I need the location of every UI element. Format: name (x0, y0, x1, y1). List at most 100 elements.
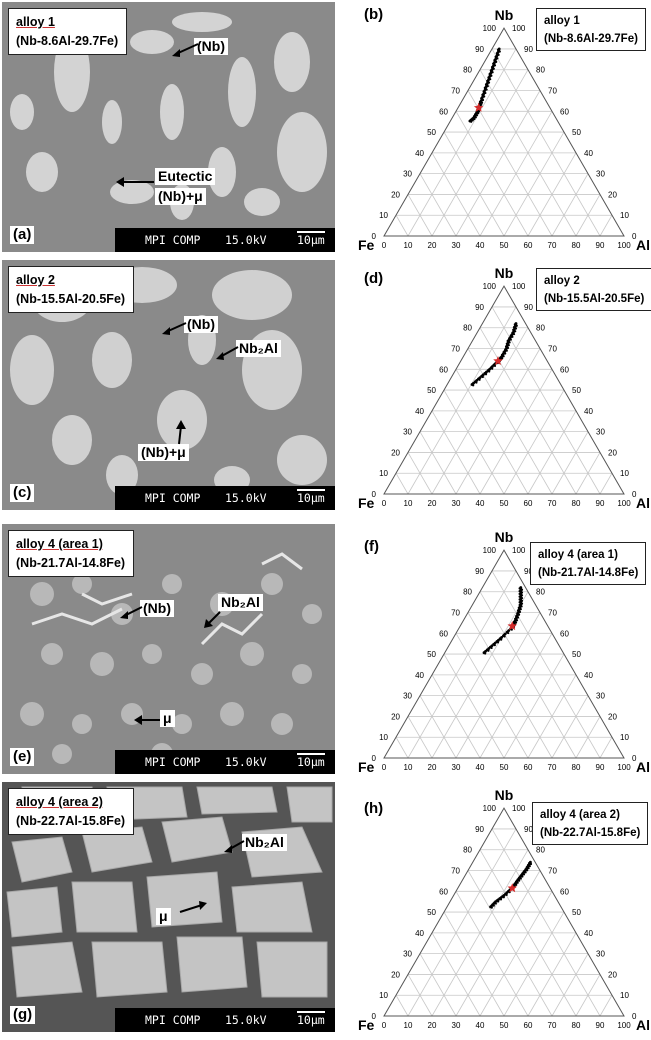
grid-line (467, 90, 553, 237)
scalebar-length: 10μm (297, 1013, 325, 1027)
grid-line (431, 410, 481, 495)
arrow-icon (176, 420, 186, 445)
data-point (496, 641, 500, 644)
grid-line (407, 48, 517, 237)
grid-line (455, 348, 541, 495)
sem-scalebar: MPI COMP 15.0kV 10μm (115, 486, 335, 510)
data-point (502, 896, 505, 899)
alloy-name: alloy 4 (area 1) (16, 537, 103, 551)
grid-line (551, 173, 589, 237)
data-point (494, 902, 497, 905)
figure-row-3: alloy 4 (area 1) (Nb-21.7Al-14.8Fe) (Nb)… (0, 522, 651, 782)
alloy-composition: (Nb-15.5Al-20.5Fe) (544, 293, 645, 305)
tick-label-fe: 30 (596, 428, 605, 437)
scalebar-voltage: 15.0kV (225, 491, 267, 505)
corner-label-nb: Nb (495, 265, 514, 281)
figure-row-2: alloy 2 (Nb-15.5Al-20.5Fe) (Nb) Nb₂Al (N… (0, 258, 651, 518)
tick-label-fe: 40 (584, 149, 593, 158)
tick-label-nb: 30 (403, 950, 412, 959)
data-point (478, 378, 481, 381)
tick-label-al: 40 (476, 241, 485, 250)
alloy-composition: (Nb-15.5Al-20.5Fe) (16, 292, 126, 306)
panel-letter: (f) (364, 538, 379, 555)
sem-scalebar: MPI COMP 15.0kV 10μm (115, 1008, 335, 1032)
tick-label-nb: 80 (463, 66, 472, 75)
annotation-nb2al: Nb₂Al (236, 340, 281, 357)
figure-row-4: alloy 4 (area 2) (Nb-22.7Al-15.8Fe) Nb₂A… (0, 780, 651, 1040)
tick-label-nb: 60 (439, 107, 448, 116)
grid-line (575, 716, 601, 759)
tick-label-al: 40 (476, 763, 485, 772)
tick-label-al: 100 (617, 241, 631, 250)
grid-line (431, 152, 481, 237)
alloy-name: alloy 1 (16, 15, 55, 29)
data-point (504, 352, 507, 355)
tick-label-fe: 10 (620, 211, 629, 220)
tick-label-fe: 80 (536, 324, 545, 333)
grid-line (407, 452, 433, 495)
grid-line (443, 389, 505, 495)
tick-label-fe: 60 (560, 887, 569, 896)
data-point (518, 879, 521, 882)
grid-line (491, 48, 601, 237)
tick-label-al: 20 (428, 763, 437, 772)
grid-line (551, 953, 589, 1017)
tick-label-fe: 30 (596, 950, 605, 959)
tick-label-fe: 0 (632, 754, 637, 763)
corner-label-fe: Fe (358, 495, 375, 511)
panel-letter: (g) (10, 1006, 36, 1024)
alloy-label-box: alloy 4 (area 2) (Nb-22.7Al-15.8Fe) (532, 802, 649, 845)
annotation-nb: (Nb) (194, 38, 228, 55)
grid-line (491, 570, 601, 759)
tick-label-al: 0 (382, 499, 387, 508)
alloy-name: alloy 1 (544, 15, 580, 27)
arrow-icon (172, 43, 199, 57)
corner-label-al: Al (636, 495, 650, 511)
scalebar-detector: MPI COMP (145, 755, 201, 769)
tick-label-nb: 100 (483, 804, 497, 813)
tick-label-al: 50 (500, 241, 509, 250)
grid-line (455, 870, 541, 1017)
data-point (471, 119, 474, 122)
grid-line (503, 131, 565, 237)
grid-line (575, 452, 601, 495)
corner-label-nb: Nb (495, 7, 514, 23)
data-point (488, 370, 491, 373)
data-point (505, 893, 508, 896)
tick-label-fe: 20 (608, 190, 617, 199)
tick-label-nb: 0 (372, 754, 377, 763)
scalebar-line (297, 489, 325, 495)
alloy-label-box: alloy 2 (Nb-15.5Al-20.5Fe) (8, 266, 135, 313)
grid-line (407, 828, 517, 1017)
scalebar-length: 10μm (297, 491, 325, 505)
panel-letter: (e) (10, 748, 35, 766)
grid-line (395, 473, 409, 495)
tick-label-fe: 50 (572, 128, 581, 137)
scalebar-voltage: 15.0kV (225, 1013, 267, 1027)
tick-label-fe: 40 (584, 929, 593, 938)
scalebar-line (297, 231, 325, 237)
data-point (475, 381, 478, 384)
grid-line (527, 932, 577, 1017)
annotation-nb2al: Nb₂Al (242, 834, 287, 851)
annotation-eutectic: Eutectic (155, 168, 216, 185)
tick-label-fe: 0 (632, 490, 637, 499)
grid-line (527, 410, 577, 495)
alloy-composition: (Nb-22.7Al-15.8Fe) (540, 827, 641, 839)
tick-label-fe: 70 (548, 345, 557, 354)
tick-label-nb: 20 (391, 970, 400, 979)
tick-label-fe: 10 (620, 469, 629, 478)
alloy-name: alloy 4 (area 2) (540, 809, 620, 821)
arrow-icon (216, 346, 239, 360)
ternary-plot-f: 0 0 100 10 10 90 20 20 80 30 30 70 40 40 60 50 50 50 60 60 4… (336, 522, 651, 782)
alloy-label-box: alloy 1 (Nb-8.6Al-29.7Fe) (536, 8, 646, 51)
tick-label-fe: 90 (524, 303, 533, 312)
scatter-points (489, 860, 533, 909)
alloy-name: alloy 2 (544, 275, 580, 287)
nominal-composition-star (507, 883, 517, 893)
grid-line (527, 152, 577, 237)
data-point (481, 375, 484, 379)
alloy-composition: (Nb-21.7Al-14.8Fe) (16, 556, 126, 570)
tick-label-nb: 90 (475, 825, 484, 834)
